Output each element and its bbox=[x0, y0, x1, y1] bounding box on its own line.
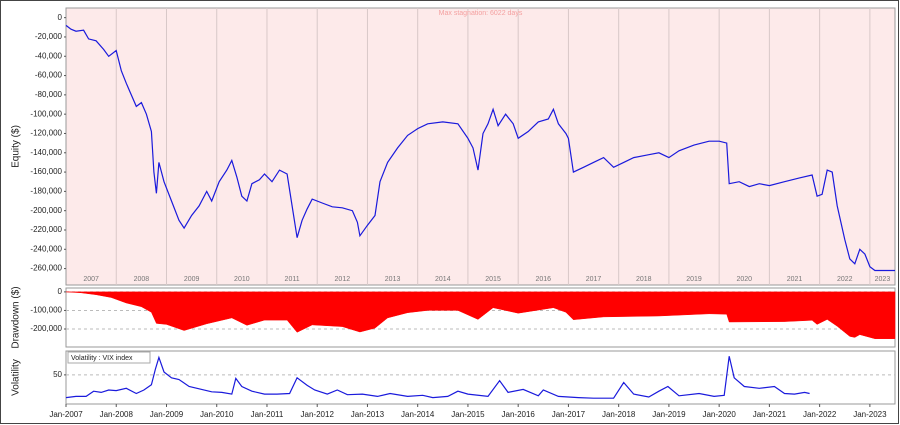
year-label: 2016 bbox=[536, 276, 552, 283]
y-axis-label: Equity ($) bbox=[11, 125, 22, 168]
year-label: 2018 bbox=[636, 276, 652, 283]
y-axis-label: Volatility bbox=[11, 359, 22, 396]
x-tick-label: Jan-2022 bbox=[803, 410, 837, 419]
series-line bbox=[65, 24, 895, 272]
y-tick-label: -240,000 bbox=[30, 244, 62, 253]
x-tick-label: Jan-2009 bbox=[150, 410, 184, 419]
year-label: 2011 bbox=[285, 276, 300, 283]
year-label: 2023 bbox=[875, 276, 891, 283]
year-label: 2021 bbox=[787, 276, 803, 283]
x-tick-label: Jan-2023 bbox=[853, 410, 887, 419]
x-tick-label: Jan-2019 bbox=[652, 410, 686, 419]
y-tick-label: -220,000 bbox=[30, 225, 62, 234]
y-tick-label: -160,000 bbox=[30, 167, 62, 176]
year-label: 2013 bbox=[385, 276, 401, 283]
year-label: 2012 bbox=[335, 276, 351, 283]
plot-area bbox=[65, 7, 896, 286]
y-tick-label: -60,000 bbox=[35, 71, 63, 80]
y-tick-label: -180,000 bbox=[30, 186, 62, 195]
y-tick-label: -40,000 bbox=[35, 51, 63, 60]
year-label: 2014 bbox=[435, 276, 451, 283]
y-tick-label: -20,000 bbox=[35, 32, 63, 41]
x-tick-label: Jan-2008 bbox=[100, 410, 134, 419]
x-tick-label: Jan-2017 bbox=[552, 410, 586, 419]
year-label: 2007 bbox=[83, 276, 99, 283]
y-tick-label: -100,000 bbox=[30, 306, 62, 315]
y-tick-label: -100,000 bbox=[30, 109, 62, 118]
year-label: 2009 bbox=[184, 276, 200, 283]
x-tick-label: Jan-2013 bbox=[351, 410, 385, 419]
year-label: 2010 bbox=[234, 276, 250, 283]
drawdown-area bbox=[65, 291, 896, 339]
y-tick-label: 0 bbox=[58, 13, 63, 22]
x-tick-label: Jan-2011 bbox=[251, 410, 284, 419]
series-line bbox=[65, 355, 810, 399]
legend-box bbox=[67, 351, 151, 364]
year-label: 2020 bbox=[736, 276, 752, 283]
x-tick-label: Jan-2012 bbox=[301, 410, 335, 419]
year-label: 2015 bbox=[485, 276, 501, 283]
y-tick-label: -120,000 bbox=[30, 129, 62, 138]
y-tick-label: 50 bbox=[53, 370, 62, 379]
y-tick-label: -140,000 bbox=[30, 148, 62, 157]
year-label: 2022 bbox=[837, 276, 853, 283]
x-tick-label: Jan-2007 bbox=[49, 410, 83, 419]
y-tick-label: -80,000 bbox=[35, 90, 63, 99]
year-label: 2019 bbox=[686, 276, 702, 283]
year-label: 2017 bbox=[586, 276, 602, 283]
x-tick-label: Jan-2014 bbox=[401, 410, 435, 419]
x-tick-label: Jan-2020 bbox=[702, 410, 736, 419]
y-tick-label: -200,000 bbox=[30, 206, 62, 215]
x-tick-label: Jan-2021 bbox=[753, 410, 787, 419]
year-label: 2008 bbox=[134, 276, 150, 283]
x-tick-label: Jan-2018 bbox=[602, 410, 636, 419]
y-tick-label: 0 bbox=[58, 287, 63, 296]
x-tick-label: Jan-2016 bbox=[502, 410, 536, 419]
y-axis-label: Drawdown ($) bbox=[11, 286, 22, 348]
y-tick-label: -260,000 bbox=[30, 264, 62, 273]
legend-label: Volatility : VIX index bbox=[71, 355, 133, 362]
y-tick-label: -200,000 bbox=[30, 324, 62, 333]
x-tick-label: Jan-2015 bbox=[451, 410, 485, 419]
chart-title: Max stagnation: 6022 days bbox=[439, 10, 523, 17]
x-tick-label: Jan-2010 bbox=[200, 410, 234, 419]
